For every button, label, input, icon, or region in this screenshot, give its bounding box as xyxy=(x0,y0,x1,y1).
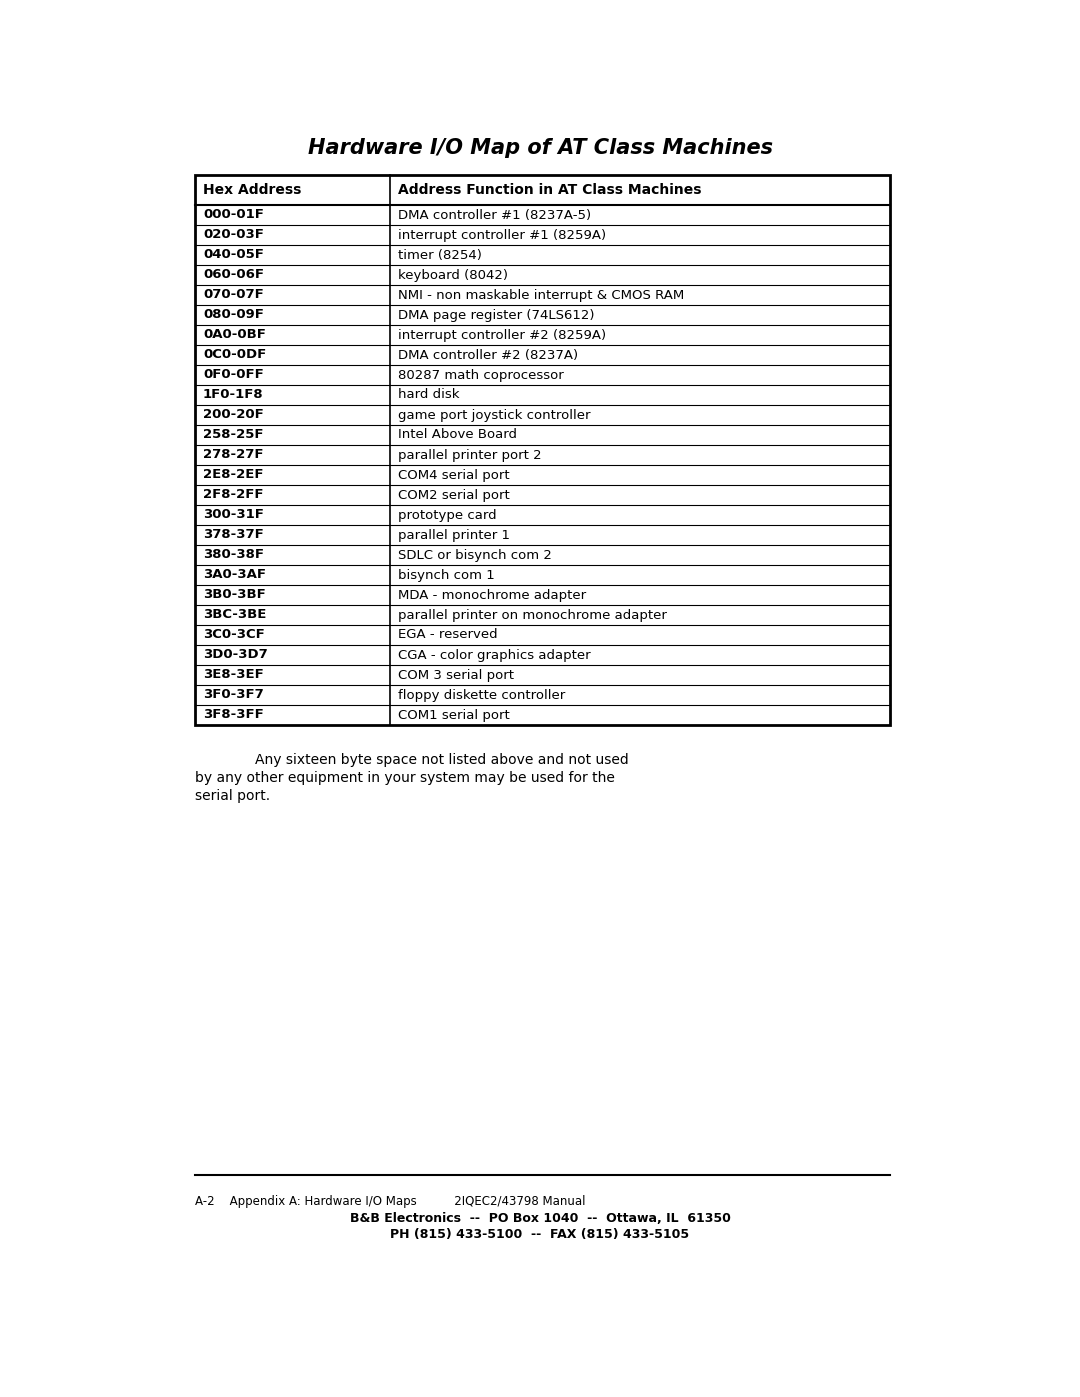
Text: PH (815) 433-5100  --  FAX (815) 433-5105: PH (815) 433-5100 -- FAX (815) 433-5105 xyxy=(391,1228,689,1241)
Text: Hex Address: Hex Address xyxy=(203,183,301,197)
Text: interrupt controller #1 (8259A): interrupt controller #1 (8259A) xyxy=(399,229,606,242)
Text: 380-38F: 380-38F xyxy=(203,549,264,562)
Text: 3B0-3BF: 3B0-3BF xyxy=(203,588,266,602)
Text: 1F0-1F8: 1F0-1F8 xyxy=(203,388,264,401)
Text: DMA controller #1 (8237A-5): DMA controller #1 (8237A-5) xyxy=(399,208,591,222)
Text: 3C0-3CF: 3C0-3CF xyxy=(203,629,265,641)
Text: COM2 serial port: COM2 serial port xyxy=(399,489,510,502)
Text: 3E8-3EF: 3E8-3EF xyxy=(203,669,264,682)
Text: 200-20F: 200-20F xyxy=(203,408,264,422)
Text: 2E8-2EF: 2E8-2EF xyxy=(203,468,264,482)
Text: bisynch com 1: bisynch com 1 xyxy=(399,569,495,581)
Text: 2F8-2FF: 2F8-2FF xyxy=(203,489,264,502)
Text: 3F0-3F7: 3F0-3F7 xyxy=(203,689,264,701)
Bar xyxy=(195,175,890,725)
Text: 378-37F: 378-37F xyxy=(203,528,264,542)
Text: 3F8-3FF: 3F8-3FF xyxy=(203,708,264,721)
Text: prototype card: prototype card xyxy=(399,509,497,521)
Text: 3D0-3D7: 3D0-3D7 xyxy=(203,648,268,662)
Text: 000-01F: 000-01F xyxy=(203,208,264,222)
Text: A-2    Appendix A: Hardware I/O Maps          2IQEC2/43798 Manual: A-2 Appendix A: Hardware I/O Maps 2IQEC2… xyxy=(195,1194,585,1208)
Text: hard disk: hard disk xyxy=(399,388,459,401)
Text: COM 3 serial port: COM 3 serial port xyxy=(399,669,514,682)
Text: 80287 math coprocessor: 80287 math coprocessor xyxy=(399,369,564,381)
Text: Address Function in AT Class Machines: Address Function in AT Class Machines xyxy=(399,183,702,197)
Text: game port joystick controller: game port joystick controller xyxy=(399,408,591,422)
Text: 3BC-3BE: 3BC-3BE xyxy=(203,609,267,622)
Text: MDA - monochrome adapter: MDA - monochrome adapter xyxy=(399,588,586,602)
Text: CGA - color graphics adapter: CGA - color graphics adapter xyxy=(399,648,591,662)
Text: EGA - reserved: EGA - reserved xyxy=(399,629,498,641)
Text: timer (8254): timer (8254) xyxy=(399,249,482,261)
Text: B&B Electronics  --  PO Box 1040  --  Ottawa, IL  61350: B&B Electronics -- PO Box 1040 -- Ottawa… xyxy=(350,1213,730,1225)
Text: Any sixteen byte space not listed above and not used: Any sixteen byte space not listed above … xyxy=(255,753,629,767)
Text: 080-09F: 080-09F xyxy=(203,309,264,321)
Text: interrupt controller #2 (8259A): interrupt controller #2 (8259A) xyxy=(399,328,606,341)
Text: 3A0-3AF: 3A0-3AF xyxy=(203,569,266,581)
Text: parallel printer 1: parallel printer 1 xyxy=(399,528,510,542)
Text: parallel printer on monochrome adapter: parallel printer on monochrome adapter xyxy=(399,609,666,622)
Text: 070-07F: 070-07F xyxy=(203,289,264,302)
Text: 040-05F: 040-05F xyxy=(203,249,264,261)
Text: keyboard (8042): keyboard (8042) xyxy=(399,268,508,282)
Text: DMA page register (74LS612): DMA page register (74LS612) xyxy=(399,309,594,321)
Text: NMI - non maskable interrupt & CMOS RAM: NMI - non maskable interrupt & CMOS RAM xyxy=(399,289,685,302)
Text: COM1 serial port: COM1 serial port xyxy=(399,708,510,721)
Text: 258-25F: 258-25F xyxy=(203,429,264,441)
Text: 060-06F: 060-06F xyxy=(203,268,264,282)
Text: 0F0-0FF: 0F0-0FF xyxy=(203,369,264,381)
Text: Intel Above Board: Intel Above Board xyxy=(399,429,517,441)
Text: 0C0-0DF: 0C0-0DF xyxy=(203,348,267,362)
Text: DMA controller #2 (8237A): DMA controller #2 (8237A) xyxy=(399,348,578,362)
Text: SDLC or bisynch com 2: SDLC or bisynch com 2 xyxy=(399,549,552,562)
Text: 020-03F: 020-03F xyxy=(203,229,264,242)
Text: parallel printer port 2: parallel printer port 2 xyxy=(399,448,542,461)
Text: serial port.: serial port. xyxy=(195,789,270,803)
Text: by any other equipment in your system may be used for the: by any other equipment in your system ma… xyxy=(195,771,615,785)
Text: Hardware I/O Map of AT Class Machines: Hardware I/O Map of AT Class Machines xyxy=(308,138,772,158)
Text: 0A0-0BF: 0A0-0BF xyxy=(203,328,266,341)
Text: COM4 serial port: COM4 serial port xyxy=(399,468,510,482)
Text: floppy diskette controller: floppy diskette controller xyxy=(399,689,565,701)
Text: 278-27F: 278-27F xyxy=(203,448,264,461)
Text: 300-31F: 300-31F xyxy=(203,509,264,521)
